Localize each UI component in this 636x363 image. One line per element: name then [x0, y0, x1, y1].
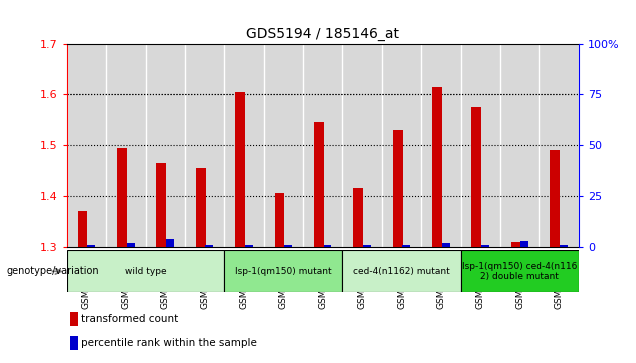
- Bar: [225, 44, 264, 247]
- Bar: [303, 44, 342, 247]
- Bar: [550, 150, 560, 247]
- Bar: [481, 245, 489, 247]
- Bar: [471, 107, 481, 247]
- Bar: [185, 44, 225, 247]
- Bar: [146, 44, 185, 247]
- Bar: [205, 245, 213, 247]
- Bar: [87, 245, 95, 247]
- Bar: [432, 87, 442, 247]
- Bar: [460, 250, 579, 292]
- Bar: [166, 239, 174, 247]
- Bar: [225, 250, 342, 292]
- Bar: [70, 335, 78, 350]
- Text: lsp-1(qm150) mutant: lsp-1(qm150) mutant: [235, 267, 332, 276]
- Bar: [67, 44, 106, 247]
- Bar: [117, 148, 127, 247]
- Bar: [342, 250, 460, 292]
- Text: ced-4(n1162) mutant: ced-4(n1162) mutant: [353, 267, 450, 276]
- Bar: [421, 44, 460, 247]
- Bar: [314, 122, 324, 247]
- Bar: [392, 130, 403, 247]
- Text: transformed count: transformed count: [81, 314, 178, 324]
- Bar: [235, 92, 245, 247]
- Bar: [264, 44, 303, 247]
- Bar: [275, 193, 284, 247]
- Bar: [500, 44, 539, 247]
- Text: lsp-1(qm150) ced-4(n116
2) double mutant: lsp-1(qm150) ced-4(n116 2) double mutant: [462, 262, 577, 281]
- Bar: [539, 44, 579, 247]
- Bar: [382, 44, 421, 247]
- Bar: [70, 312, 78, 326]
- Bar: [67, 250, 225, 292]
- Bar: [106, 44, 146, 247]
- Bar: [363, 245, 371, 247]
- Bar: [353, 188, 363, 247]
- Bar: [284, 245, 292, 247]
- Title: GDS5194 / 185146_at: GDS5194 / 185146_at: [246, 27, 399, 41]
- Bar: [442, 243, 450, 247]
- Bar: [196, 168, 205, 247]
- Bar: [156, 163, 166, 247]
- Bar: [560, 245, 568, 247]
- Bar: [403, 245, 410, 247]
- Bar: [324, 245, 331, 247]
- Text: percentile rank within the sample: percentile rank within the sample: [81, 338, 256, 348]
- Bar: [245, 245, 252, 247]
- Bar: [342, 44, 382, 247]
- Bar: [127, 243, 135, 247]
- Bar: [78, 211, 88, 247]
- Bar: [460, 44, 500, 247]
- Bar: [511, 242, 521, 247]
- Text: wild type: wild type: [125, 267, 167, 276]
- Text: genotype/variation: genotype/variation: [6, 266, 99, 276]
- Bar: [520, 241, 529, 247]
